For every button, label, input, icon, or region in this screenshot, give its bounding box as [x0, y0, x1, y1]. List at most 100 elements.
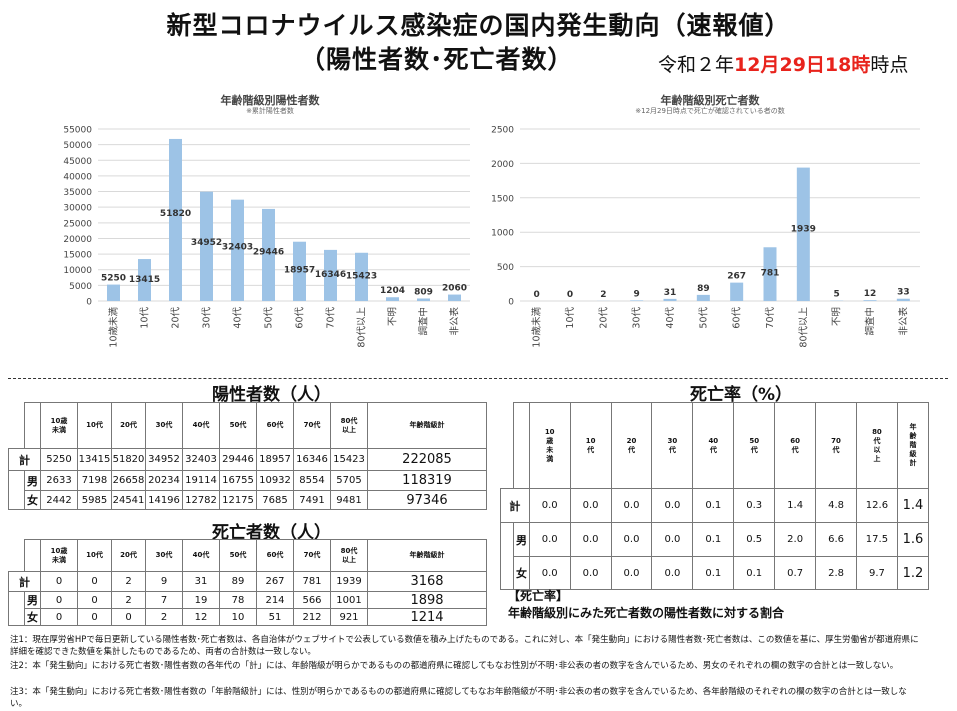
column-header: 年 齢 階 級 計	[896, 402, 930, 489]
table-cell: 2	[111, 571, 146, 592]
y-tick-label: 1500	[491, 194, 514, 204]
column-header: 60代	[256, 402, 294, 449]
bar	[730, 282, 744, 301]
table-cell: 29446	[219, 448, 257, 471]
column-header: 年齢階級計	[367, 539, 487, 572]
table-row: 女 2442 5985 24541 14196 12782 12175 7685 7491 948…	[8, 490, 487, 510]
table-cell: 34952	[145, 448, 183, 471]
table-cell: 9.7	[855, 556, 898, 590]
table-cell: 214	[256, 591, 294, 609]
y-tick-label: 0	[86, 298, 92, 308]
indent-cell	[8, 470, 25, 491]
bar	[763, 247, 777, 301]
table-cell: 7	[145, 591, 183, 609]
row-total: 1214	[367, 608, 487, 626]
column-header: 10代	[77, 539, 112, 572]
data-label: 0	[534, 290, 540, 300]
table-cell: 2633	[40, 470, 78, 491]
bar	[796, 167, 810, 301]
deaths-chart-subtitle: ※12月29日時点で死亡が確認されている者の数	[635, 107, 785, 115]
row-total: 1.6	[896, 522, 930, 557]
x-tick-label: 不明	[832, 307, 843, 326]
positives-table: 10歳 未満 10代 20代 30代 40代 50代 60代 70代 80代 以上 年齢階級計計 5…	[8, 402, 487, 510]
table-header-row: 10 歳 未 満 10 代 20 代 30 代 40 代 50 代 60 代 70 代 80 代…	[501, 402, 930, 489]
positives-table-title: 陽性者数（人）	[212, 385, 331, 405]
y-tick-label: 20000	[63, 235, 92, 245]
note-2: 注2：本「発生動向」における死亡者数･陽性者数の各年代の「計」には、年齢階級が明…	[10, 661, 899, 671]
column-header: 20代	[111, 402, 146, 449]
bar	[663, 298, 677, 301]
column-header: 70 代	[815, 402, 857, 489]
table-cell: 5985	[77, 490, 112, 510]
table-cell: 15423	[330, 448, 368, 471]
corner-cell	[9, 540, 25, 572]
row-total: 1898	[367, 591, 487, 609]
table-cell: 2442	[40, 490, 78, 510]
row-label: 男	[24, 470, 41, 491]
x-tick-label: 60代	[732, 307, 743, 329]
table-cell: 0.0	[569, 488, 612, 523]
bar	[630, 300, 644, 301]
table-cell: 0.1	[692, 522, 735, 557]
y-tick-label: 2000	[491, 160, 514, 170]
y-tick-label: 55000	[63, 126, 92, 136]
column-header: 10 代	[569, 402, 612, 489]
table-cell: 0.7	[774, 556, 817, 590]
bar	[696, 294, 710, 301]
column-header: 年齢階級計	[367, 402, 487, 449]
table-cell: 0	[77, 608, 112, 626]
table-cell: 0.5	[733, 522, 776, 557]
column-header: 60 代	[774, 402, 817, 489]
indent-cell	[8, 490, 25, 510]
table-cell: 8554	[293, 470, 331, 491]
table-cell: 2	[145, 608, 183, 626]
bar	[169, 138, 182, 301]
table-cell: 12782	[182, 490, 220, 510]
table-row: 男 0 0 2 7 19 78 214 566 1001 1898	[8, 591, 487, 609]
bar	[863, 300, 877, 301]
x-tick-label: 60代	[295, 307, 306, 329]
deaths-chart: 0 500 1000 1500 2000 2500 0 10歳未満 0 10代 2 20代 9 30代 31…	[491, 126, 920, 348]
table-cell: 20234	[145, 470, 183, 491]
table-cell: 0	[40, 571, 78, 592]
table-header-row: 10歳 未満 10代 20代 30代 40代 50代 60代 70代 80代 以上 年齢階級計	[9, 402, 487, 449]
table-cell: 0.0	[528, 522, 571, 557]
y-tick-label: 10000	[63, 266, 92, 276]
table-cell: 0.0	[569, 522, 612, 557]
data-label: 12	[864, 289, 877, 299]
corner-cell	[24, 402, 41, 449]
y-tick-label: 30000	[63, 204, 92, 214]
table-cell: 7685	[256, 490, 294, 510]
column-header: 20代	[111, 539, 146, 572]
row-label: 女	[24, 608, 41, 626]
y-tick-label: 40000	[63, 172, 92, 182]
row-total: 222085	[367, 448, 487, 471]
deaths-table: 10歳 未満 10代 20代 30代 40代 50代 60代 70代 80代 以上 年齢階級計計 0…	[8, 539, 487, 626]
table-cell: 1939	[330, 571, 368, 592]
table-row: 男 0.0 0.0 0.0 0.0 0.1 0.5 2.0 6.6 17.5 1.6	[499, 522, 930, 557]
table-cell: 921	[330, 608, 368, 626]
bar	[231, 199, 244, 301]
table-cell: 32403	[182, 448, 220, 471]
row-total: 1.4	[896, 488, 930, 523]
x-tick-label: 50代	[698, 307, 709, 329]
corner-cell	[24, 539, 41, 572]
table-cell: 51820	[111, 448, 146, 471]
table-cell: 212	[293, 608, 331, 626]
column-header: 40代	[182, 539, 220, 572]
table-header-row: 10歳 未満 10代 20代 30代 40代 50代 60代 70代 80代 以上 年齢階級計	[9, 539, 487, 572]
table-cell: 2.0	[774, 522, 817, 557]
table-cell: 4.8	[815, 488, 857, 523]
data-label: 5250	[101, 274, 126, 284]
table-cell: 1.4	[774, 488, 817, 523]
x-tick-label: 10代	[565, 307, 576, 329]
column-header: 70代	[293, 539, 331, 572]
table-cell: 1001	[330, 591, 368, 609]
positives-chart-title: 年齢階級別陽性者数	[220, 94, 320, 107]
data-label: 9	[634, 289, 640, 299]
bar	[107, 284, 120, 301]
y-tick-label: 1000	[491, 229, 514, 239]
column-header: 40代	[182, 402, 220, 449]
table-cell: 0	[77, 591, 112, 609]
row-total: 118319	[367, 470, 487, 491]
